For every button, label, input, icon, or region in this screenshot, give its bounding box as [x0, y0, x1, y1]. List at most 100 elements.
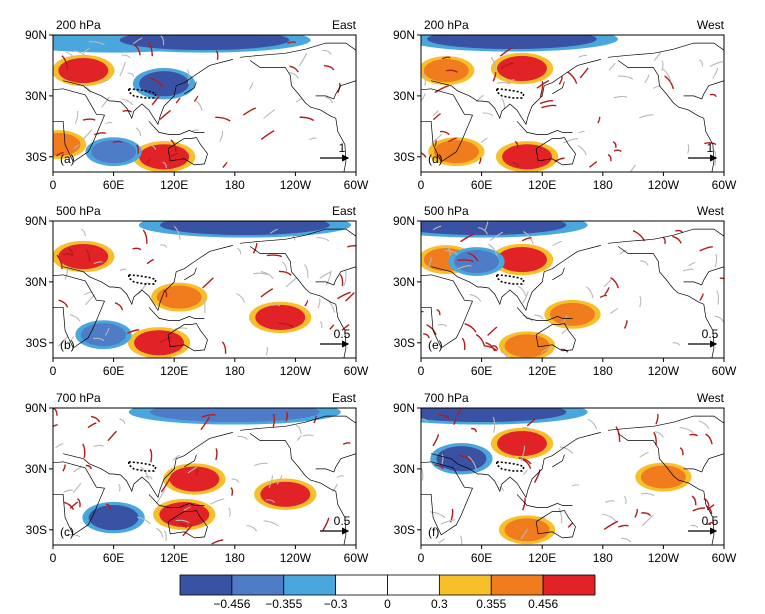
wave-flux-vector — [440, 519, 456, 525]
wave-flux-vector-significant — [53, 424, 58, 428]
wave-flux-vector-significant — [215, 116, 231, 122]
wave-flux-vector-significant — [487, 326, 498, 336]
wave-flux-vector — [137, 516, 151, 525]
wave-flux-vector-significant — [58, 299, 69, 308]
reference-vector-label: 1 — [707, 141, 714, 155]
wave-flux-vector-significant — [521, 237, 532, 242]
coastline — [239, 228, 356, 244]
wave-flux-vector-significant — [242, 107, 257, 116]
wave-flux-vector-significant — [252, 243, 258, 254]
wave-flux-vector-significant — [146, 157, 151, 164]
wave-flux-vector-significant — [475, 333, 485, 346]
wave-flux-vector-significant — [719, 277, 724, 280]
anomaly-contour — [139, 144, 190, 170]
wave-flux-vector — [639, 295, 642, 308]
y-tick-label: 90N — [393, 28, 415, 42]
wave-flux-vector-significant — [299, 116, 315, 122]
wave-flux-vector — [268, 475, 273, 489]
x-tick-label: 0 — [50, 364, 57, 378]
x-tick-label: 120E — [528, 364, 556, 378]
wave-flux-vector — [100, 79, 109, 84]
wave-flux-vector-significant — [147, 41, 153, 57]
wave-flux-vector-significant — [499, 46, 514, 57]
x-tick-label: 60E — [103, 551, 124, 565]
wave-flux-vector-significant — [211, 539, 224, 545]
wave-flux-vector-significant — [512, 162, 520, 167]
panel-region-title: East — [332, 204, 357, 218]
x-tick-label: 60W — [344, 364, 369, 378]
wave-flux-vector — [716, 290, 720, 305]
wave-flux-vector — [587, 418, 598, 430]
wave-flux-vector-significant — [200, 416, 211, 431]
wave-flux-vector-significant — [266, 254, 283, 258]
colorbar-label: −0.355 — [265, 597, 302, 611]
coastline — [249, 246, 347, 358]
x-tick-label: 120W — [648, 364, 680, 378]
wave-flux-vector — [80, 228, 86, 237]
wave-flux-vector — [66, 534, 81, 538]
anomaly-contour — [502, 144, 552, 170]
coastline — [683, 453, 724, 473]
coastline — [184, 81, 197, 95]
wave-flux-vector-significant — [689, 433, 698, 437]
x-tick-label: 60W — [344, 551, 369, 565]
wave-flux-vector-significant — [304, 299, 309, 307]
panel-frame — [52, 34, 357, 173]
wave-flux-vector — [488, 243, 498, 257]
plateau-outline — [496, 88, 526, 99]
wave-flux-vector — [253, 272, 268, 276]
colorbar-segment — [335, 574, 388, 596]
panel-level-title: 700 hPa — [424, 391, 469, 405]
wave-flux-vector-significant — [655, 413, 659, 425]
wave-flux-vector — [578, 130, 585, 134]
wave-flux-vector-significant — [432, 434, 440, 447]
wave-flux-vector — [498, 486, 504, 492]
wave-flux-vector-significant — [612, 141, 617, 148]
anomaly-contour — [160, 221, 330, 236]
wave-flux-vector — [469, 293, 482, 302]
y-tick-label: 30S — [26, 150, 47, 164]
reference-vector-label: 0.5 — [334, 514, 351, 528]
panel-label: (e) — [428, 338, 443, 352]
wave-flux-vector — [432, 225, 442, 231]
wave-flux-vector-significant — [202, 277, 214, 289]
wave-flux-vector — [53, 125, 54, 128]
x-tick-label: 180 — [225, 364, 245, 378]
anomaly-contour — [134, 330, 184, 356]
wave-flux-vector — [540, 345, 553, 354]
coastline — [239, 42, 356, 58]
plateau-outline — [496, 461, 526, 472]
anomaly-contour — [80, 323, 127, 347]
wave-flux-vector-significant — [193, 95, 199, 102]
wave-flux-vector — [522, 290, 529, 304]
panel-frame — [420, 220, 725, 359]
wave-flux-vector — [421, 93, 426, 102]
coastline — [683, 80, 724, 100]
wave-flux-vector-significant — [699, 293, 704, 301]
anomaly-contour — [421, 221, 567, 236]
wave-flux-vector — [319, 321, 323, 329]
wave-flux-vector-significant — [260, 130, 275, 140]
wave-flux-vector-significant — [133, 44, 141, 56]
wave-flux-vector-significant — [522, 458, 532, 469]
wave-flux-vector — [630, 164, 636, 172]
wave-flux-vector-significant — [653, 431, 657, 446]
panel-region-title: West — [697, 391, 725, 405]
wave-flux-vector-significant — [260, 288, 274, 298]
wave-flux-vector — [263, 520, 279, 527]
wave-flux-vector — [202, 297, 206, 314]
wave-flux-vector-significant — [179, 522, 187, 529]
anomaly-contour — [427, 35, 597, 50]
wave-flux-vector — [688, 262, 696, 267]
x-tick-label: 120W — [648, 178, 680, 192]
x-tick-label: 60E — [471, 364, 492, 378]
wave-flux-vector-significant — [461, 337, 466, 350]
wave-flux-vector-significant — [169, 152, 179, 158]
y-tick-label: 30S — [394, 336, 415, 350]
wave-flux-vector-significant — [421, 152, 427, 158]
wave-flux-vector-significant — [132, 247, 142, 251]
wave-flux-vector — [489, 231, 504, 242]
wave-flux-vector — [653, 52, 661, 62]
panel-f: 0 60E 120E 180 120W 60W 90N 30N 30S 700 hPa West (f… — [393, 391, 737, 565]
wave-flux-vector — [295, 424, 302, 435]
